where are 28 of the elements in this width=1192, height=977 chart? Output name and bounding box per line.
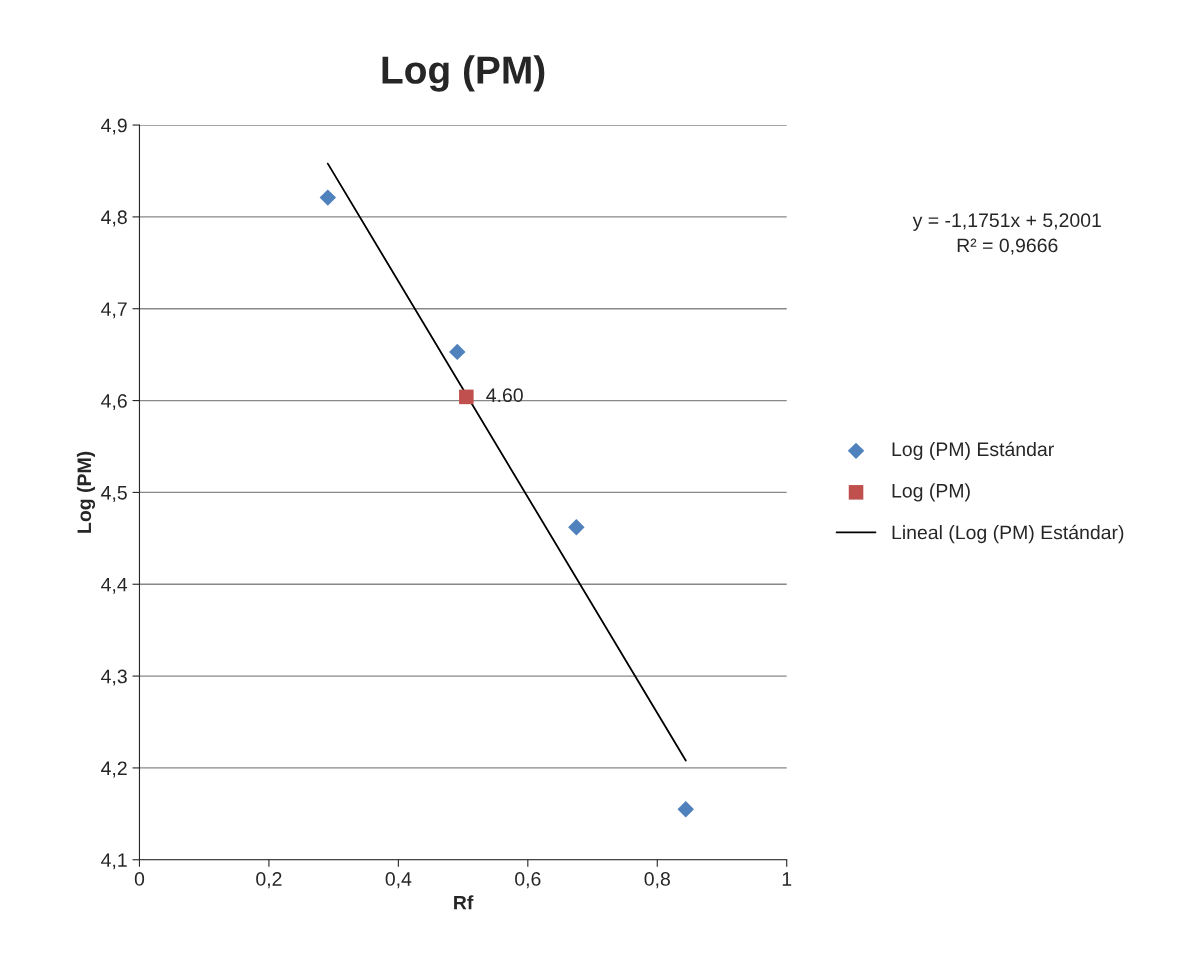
point: [449, 343, 466, 361]
data-label: 4.60: [486, 388, 523, 403]
chart-title: Log (PM): [382, 55, 545, 92]
y-tick-label: 4,5: [101, 486, 127, 502]
legend-label: Log (PM): [892, 483, 970, 502]
point: [459, 389, 474, 405]
legend-label: Lineal (Log (PM) Estándar): [892, 524, 1124, 544]
x-tick-label: 0,4: [385, 872, 412, 889]
y-tick-label: 4,3: [101, 669, 127, 686]
x-tick-label: 0,6: [515, 872, 541, 889]
point: [319, 189, 337, 206]
point: [677, 801, 694, 818]
y-tick-label: 4,7: [101, 302, 127, 319]
y-axis-title: Log (PM): [76, 451, 96, 533]
y-tick-label: 4,9: [101, 118, 127, 135]
x-tick-label: 0,8: [644, 872, 670, 889]
x-tick-label: 0: [134, 872, 145, 886]
y-tick-label: 4,2: [101, 761, 127, 778]
x-axis-title: Rf: [454, 895, 474, 910]
x-tick-label: 0,2: [256, 872, 282, 889]
point: [568, 519, 585, 536]
y-tick-label: 4,4: [101, 577, 128, 594]
legend-label: Log (PM) Estándar: [892, 441, 1054, 461]
y-tick-label: 4,1: [101, 853, 127, 870]
y-tick-label: 4,8: [101, 210, 127, 227]
x-tick-label: 1: [782, 872, 792, 886]
text: y = -1,1751x + 5,2001 R² = 0,9666: [912, 213, 1101, 255]
y-tick-label: 4,6: [101, 394, 127, 411]
